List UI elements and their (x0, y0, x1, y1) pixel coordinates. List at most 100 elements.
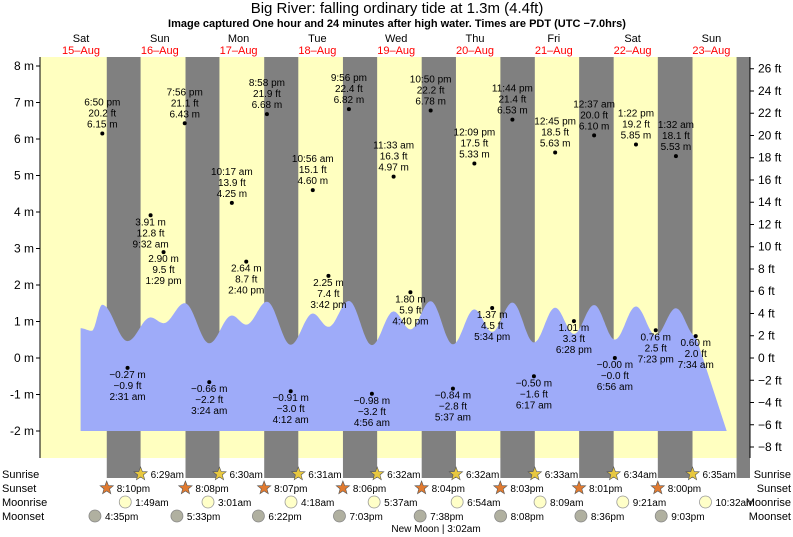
left-tick-label: 7 m (14, 96, 34, 110)
sunrise-icon (527, 466, 543, 481)
moonrise-time: 3:01am (218, 498, 251, 509)
tide-m: 6.68 m (252, 100, 283, 111)
day-name: Sun (702, 33, 722, 45)
tide-ft: 21.4 ft (499, 95, 527, 106)
right-tick-label: 16 ft (758, 173, 782, 187)
tide-ft: 2.0 ft (685, 349, 707, 360)
tide-time: 4:56 am (354, 418, 390, 429)
moonrise-icon (284, 495, 298, 509)
tide-m: 6.10 m (579, 121, 610, 132)
row-label-left: Sunrise (2, 469, 39, 481)
tide-point (612, 356, 617, 360)
moonrise-icon (367, 495, 381, 509)
tide-time: 1:22 pm (618, 108, 654, 119)
tide-ft: 21.9 ft (253, 89, 281, 100)
moonset-icon (494, 509, 508, 523)
sunset-icon (335, 480, 351, 495)
right-tick-label: 26 ft (758, 62, 782, 76)
sunset-icon (492, 480, 508, 495)
tide-time: 7:56 pm (167, 87, 203, 98)
tide-ft: −3.2 ft (358, 407, 386, 418)
left-tick-label: 2 m (14, 278, 34, 292)
tide-m: 2.25 m (313, 278, 344, 289)
moonset-icon (333, 509, 346, 523)
tide-point (346, 107, 351, 112)
tide-point (553, 150, 558, 155)
left-tick-label: 1 m (14, 315, 34, 329)
tide-point (571, 319, 576, 324)
row-label-right: Moonrise (746, 497, 791, 509)
day-date: 19–Aug (377, 45, 415, 57)
tide-ft: −0.0 ft (601, 371, 629, 382)
right-tick-label: 2 ft (758, 329, 775, 343)
moonrise-time: 9:21am (633, 498, 666, 509)
tide-m: 5.53 m (661, 142, 692, 153)
right-tick-label: 8 ft (758, 262, 775, 276)
sunrise-time: 6:29am (151, 470, 184, 481)
moonrise-time: 6:54am (467, 498, 500, 509)
left-tick-label: 3 m (14, 242, 34, 256)
day-date: 18–Aug (298, 45, 336, 57)
row-label-left: Sunset (2, 483, 36, 495)
sunset-icon (650, 480, 666, 495)
moonrise-icon (533, 495, 547, 509)
tide-point (369, 391, 374, 396)
tide-ft: 13.9 ft (218, 178, 246, 189)
tide-m: 1.37 m (477, 310, 508, 321)
tide-m: 1.80 m (395, 294, 426, 305)
day-name: Fri (547, 33, 560, 45)
row-label-left: Moonset (2, 511, 44, 523)
water-fill (80, 301, 727, 431)
moonset-time: 5:33pm (187, 512, 220, 523)
tide-point (125, 365, 130, 370)
right-tick-label: 22 ft (758, 106, 782, 120)
sunset-icon (414, 480, 430, 495)
left-tick-label: 0 m (14, 351, 34, 365)
tide-ft: 2.5 ft (645, 343, 667, 354)
tide-m: −0.98 m (354, 396, 390, 407)
tide-point (148, 213, 153, 218)
tide-ft: −2.2 ft (195, 395, 223, 406)
tide-ft: 8.7 ft (235, 275, 257, 286)
axes: -2 m -1 m 0 m 1 m 2 m 3 m 4 m 5 m 6 m 7 m 8 m −8 ft… (10, 57, 782, 458)
right-tick-label: 0 ft (758, 351, 775, 365)
tide-time: 9:56 pm (331, 73, 367, 84)
sunset-time: 8:03pm (510, 484, 543, 495)
moonset-time: 6:22pm (268, 512, 301, 523)
chart-title-group: Big River: falling ordinary tide at 1.3m… (168, 0, 626, 30)
right-tick-label: 14 ft (758, 195, 782, 209)
tide-m: 4.25 m (217, 189, 248, 200)
tide-time: 11:33 am (373, 141, 414, 152)
sunrise-time: 6:32am (387, 470, 420, 481)
tide-m: −0.91 m (272, 393, 308, 404)
moonrise-time: 8:09am (550, 498, 583, 509)
moonset-icon (413, 509, 427, 523)
tide-ft: 19.2 ft (622, 119, 650, 130)
left-tick-label: -2 m (10, 424, 34, 438)
day-date: 20–Aug (456, 45, 494, 57)
tide-time: 3:24 am (191, 406, 227, 417)
moonset-time: 7:03pm (349, 512, 382, 523)
tide-time: 12:45 pm (534, 117, 576, 128)
tide-m: 5.85 m (621, 130, 652, 141)
moonset-icon (252, 509, 265, 523)
tide-time: 2:40 pm (228, 286, 264, 297)
moonrise-time: 1:49am (135, 498, 168, 509)
day-name: Sat (73, 33, 90, 45)
tide-m: −0.50 m (516, 378, 552, 389)
tide-m: −0.00 m (597, 360, 633, 371)
tide-ft: 12.8 ft (137, 228, 165, 239)
tide-m: 6.43 m (169, 109, 200, 120)
tide-time: 6:50 pm (84, 98, 120, 109)
moonset-time: 8:08pm (511, 512, 544, 523)
tide-ft: 16.3 ft (380, 152, 408, 163)
tide-ft: 9.5 ft (152, 265, 174, 276)
tide-point (310, 188, 315, 193)
tide-time: 7:23 pm (638, 354, 674, 365)
tide-ft: 22.2 ft (417, 86, 445, 97)
tide-ft: 18.1 ft (662, 131, 690, 142)
tide-time: 2:31 am (109, 392, 145, 403)
tide-time: 4:12 am (273, 415, 309, 426)
tide-ft: 5.9 ft (399, 305, 421, 316)
